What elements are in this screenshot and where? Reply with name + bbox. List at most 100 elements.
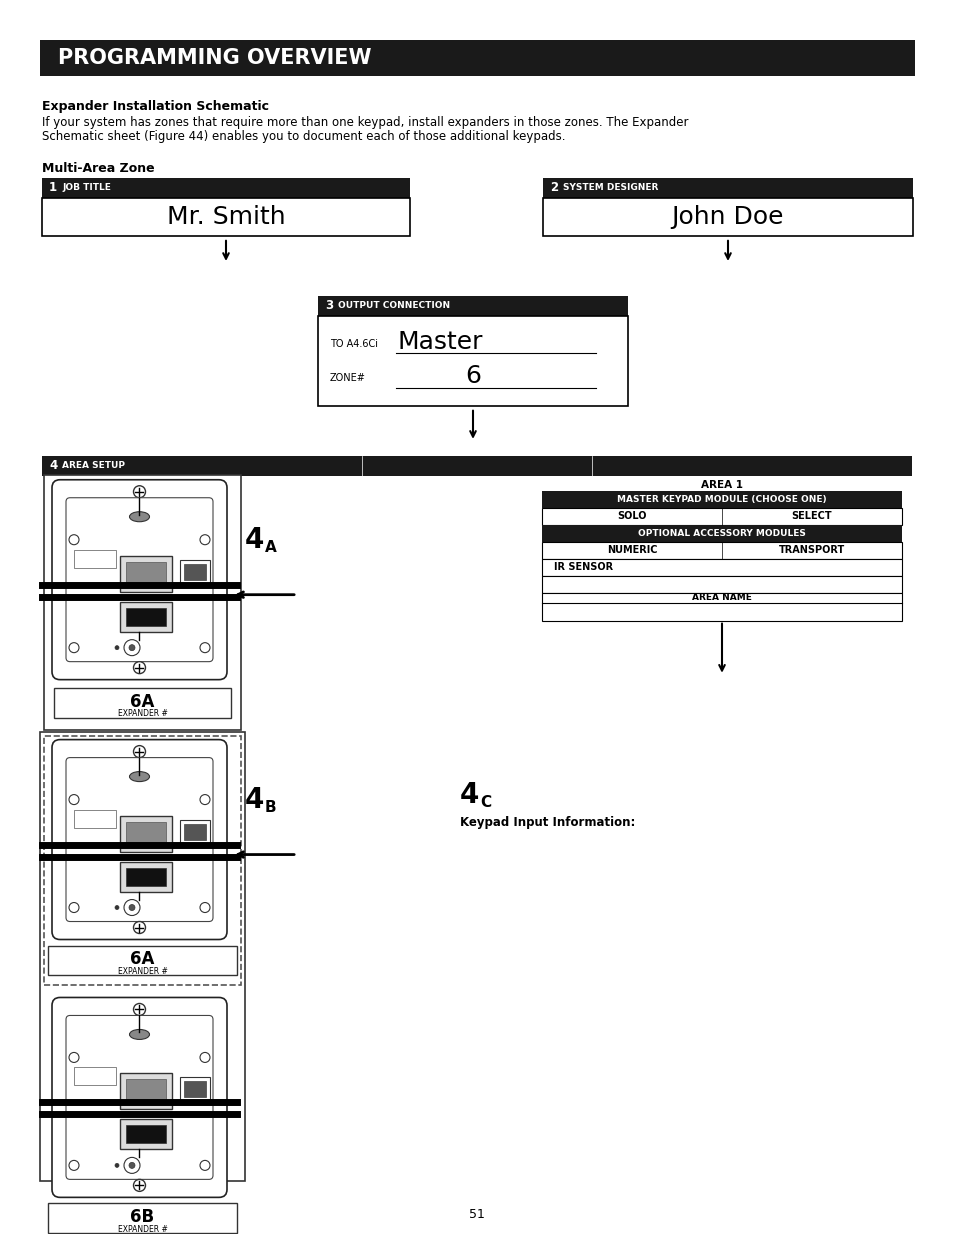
FancyBboxPatch shape: [66, 498, 213, 662]
Bar: [541, 576, 901, 593]
Text: MASTER KEYPAD MODULE (CHOOSE ONE): MASTER KEYPAD MODULE (CHOOSE ONE): [617, 495, 826, 504]
Circle shape: [69, 903, 79, 913]
Circle shape: [200, 642, 210, 652]
Text: Expander Installation Schematic: Expander Installation Schematic: [42, 100, 269, 112]
Bar: [42, 456, 911, 475]
Text: TO A4.6Ci: TO A4.6Ci: [330, 338, 377, 348]
Circle shape: [124, 1157, 140, 1173]
Bar: [44, 474, 241, 730]
Bar: [126, 608, 166, 626]
FancyBboxPatch shape: [66, 1015, 213, 1179]
Text: TRANSPORT: TRANSPORT: [778, 545, 844, 556]
Text: JOB TITLE: JOB TITLE: [62, 184, 111, 193]
Circle shape: [133, 921, 146, 934]
Text: SELECT: SELECT: [791, 511, 831, 521]
Circle shape: [129, 645, 135, 651]
Bar: [317, 316, 627, 406]
Text: John Doe: John Doe: [671, 205, 783, 228]
Text: Mr. Smith: Mr. Smith: [167, 205, 285, 228]
Text: OPTIONAL ACCESSORY MODULES: OPTIONAL ACCESSORY MODULES: [638, 529, 805, 537]
Text: 4: 4: [49, 459, 57, 472]
Circle shape: [69, 535, 79, 545]
Text: B: B: [265, 800, 276, 815]
Bar: [541, 508, 901, 525]
Bar: [40, 40, 914, 77]
Text: Schematic sheet (Figure 44) enables you to document each of those additional key: Schematic sheet (Figure 44) enables you …: [42, 130, 565, 143]
Bar: [180, 820, 210, 846]
Bar: [541, 593, 901, 621]
Bar: [44, 736, 241, 986]
Bar: [180, 559, 210, 585]
Bar: [542, 178, 912, 198]
Text: IR SENSOR: IR SENSOR: [554, 562, 613, 572]
Text: EXPANDER #: EXPANDER #: [117, 967, 168, 976]
Text: 1: 1: [49, 182, 57, 194]
FancyBboxPatch shape: [66, 757, 213, 921]
Text: NUMERIC: NUMERIC: [606, 545, 657, 556]
Circle shape: [200, 1161, 210, 1171]
Bar: [74, 810, 116, 827]
Circle shape: [200, 1052, 210, 1062]
Bar: [120, 815, 172, 852]
Bar: [74, 550, 116, 568]
Bar: [184, 824, 206, 840]
Bar: [126, 821, 166, 846]
Bar: [541, 558, 901, 576]
Text: 3: 3: [325, 299, 333, 312]
Text: If your system has zones that require more than one keypad, install expanders in: If your system has zones that require mo…: [42, 116, 688, 128]
Text: 51: 51: [469, 1208, 484, 1221]
Bar: [542, 198, 912, 236]
Text: 4: 4: [459, 781, 478, 809]
Text: C: C: [479, 795, 491, 810]
Text: AREA 1: AREA 1: [700, 479, 742, 490]
Text: A: A: [265, 540, 276, 556]
Bar: [48, 946, 236, 976]
Bar: [541, 490, 901, 508]
Bar: [126, 1079, 166, 1103]
Bar: [120, 1073, 172, 1109]
Text: EXPANDER #: EXPANDER #: [117, 1225, 168, 1234]
Circle shape: [124, 899, 140, 915]
FancyBboxPatch shape: [52, 998, 227, 1198]
Bar: [54, 688, 231, 718]
Text: 4: 4: [245, 526, 264, 553]
Text: SYSTEM DESIGNER: SYSTEM DESIGNER: [562, 184, 658, 193]
Circle shape: [69, 794, 79, 804]
Circle shape: [200, 903, 210, 913]
Bar: [144, 1161, 179, 1170]
Ellipse shape: [130, 511, 150, 521]
Bar: [317, 296, 627, 316]
Bar: [120, 1119, 172, 1150]
Bar: [144, 643, 179, 652]
Circle shape: [124, 640, 140, 656]
Bar: [184, 1082, 206, 1098]
Text: EXPANDER #: EXPANDER #: [117, 709, 168, 718]
Circle shape: [69, 642, 79, 652]
Text: Keypad Input Information:: Keypad Input Information:: [459, 816, 635, 829]
Text: ZONE#: ZONE#: [330, 373, 366, 383]
Bar: [541, 542, 901, 558]
Bar: [42, 198, 410, 236]
Circle shape: [133, 1179, 146, 1192]
Bar: [541, 525, 901, 542]
Bar: [184, 563, 206, 579]
Bar: [74, 1067, 116, 1086]
Circle shape: [133, 1004, 146, 1015]
Text: 6A: 6A: [131, 693, 154, 710]
Circle shape: [115, 646, 119, 650]
Bar: [126, 867, 166, 885]
Bar: [180, 1077, 210, 1103]
Text: PROGRAMMING OVERVIEW: PROGRAMMING OVERVIEW: [58, 48, 371, 68]
Bar: [42, 178, 410, 198]
Circle shape: [115, 1163, 119, 1167]
Bar: [120, 556, 172, 592]
Bar: [144, 904, 179, 911]
Ellipse shape: [130, 772, 150, 782]
Text: OUTPUT CONNECTION: OUTPUT CONNECTION: [337, 301, 450, 310]
Text: 6: 6: [464, 364, 480, 388]
Circle shape: [129, 904, 135, 910]
Bar: [40, 731, 245, 1182]
Bar: [126, 1125, 166, 1144]
Text: 6B: 6B: [131, 1208, 154, 1226]
Text: AREA SETUP: AREA SETUP: [62, 461, 125, 471]
